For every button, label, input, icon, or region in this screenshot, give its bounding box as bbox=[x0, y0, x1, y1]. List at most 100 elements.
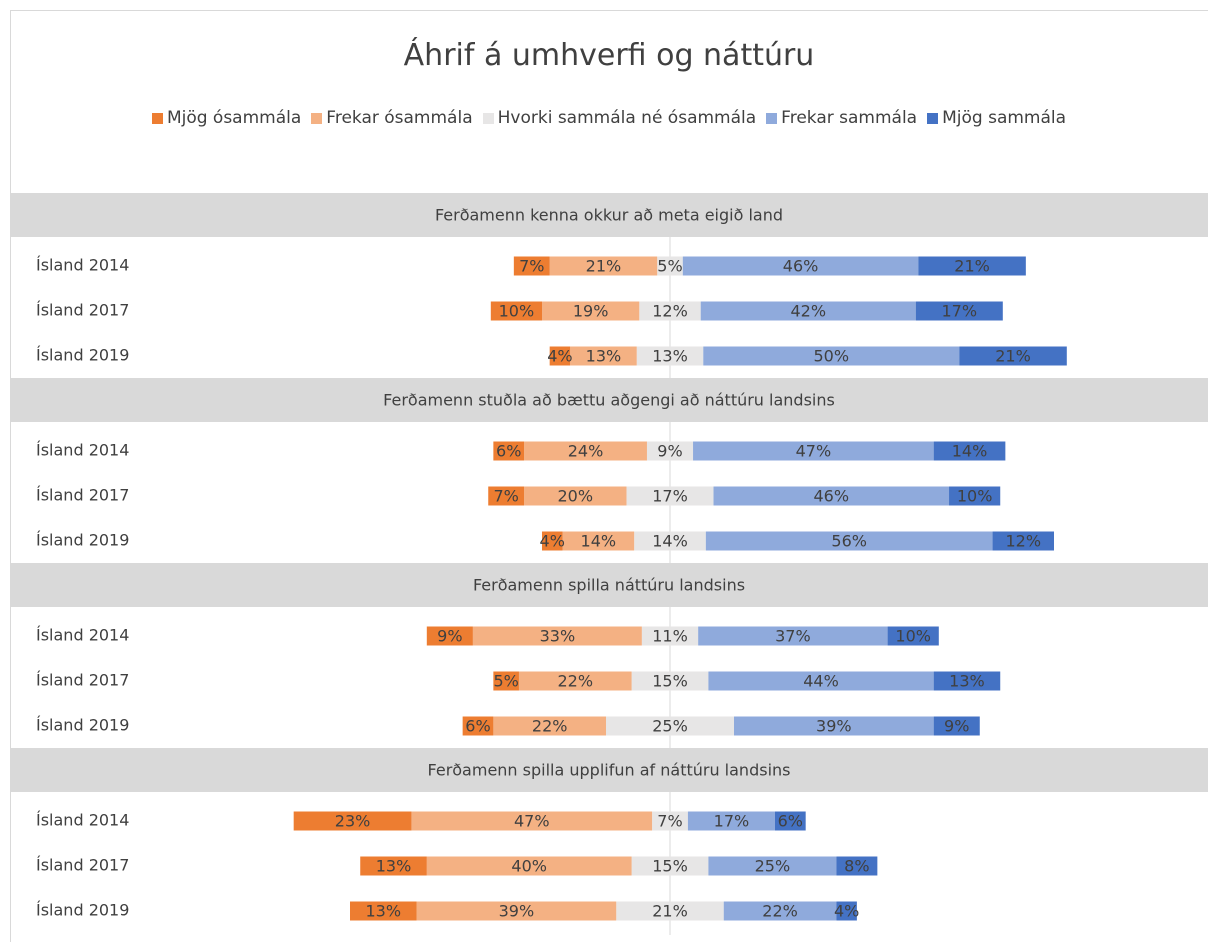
legend-swatch bbox=[482, 112, 494, 124]
bar-segment bbox=[490, 301, 542, 321]
bar-segment bbox=[887, 626, 939, 646]
data-label: 21% bbox=[995, 347, 1031, 366]
data-label: 7% bbox=[657, 812, 682, 831]
row-label: Ísland 2017 bbox=[36, 301, 129, 320]
bar-segment bbox=[933, 441, 1006, 461]
row-label: Ísland 2019 bbox=[36, 716, 129, 735]
bar-segment bbox=[682, 256, 919, 276]
panel-header bbox=[11, 378, 1208, 422]
bar-segment bbox=[493, 441, 525, 461]
panel-title: Ferðamenn kenna okkur að meta eigið land bbox=[435, 206, 783, 225]
bar-segment bbox=[992, 531, 1054, 551]
chart-title: Áhrif á umhverfi og náttúru bbox=[403, 38, 815, 73]
data-label: 9% bbox=[944, 717, 969, 736]
data-label: 9% bbox=[657, 442, 682, 461]
legend-label: Frekar ósammála bbox=[326, 108, 473, 128]
data-label: 4% bbox=[547, 347, 572, 366]
data-label: 11% bbox=[652, 627, 688, 646]
row-label: Ísland 2019 bbox=[36, 531, 129, 550]
row-label: Ísland 2017 bbox=[36, 486, 129, 505]
bar-segment bbox=[488, 486, 525, 506]
legend-item: Frekar ósammála bbox=[311, 108, 473, 128]
bar-segment bbox=[524, 486, 627, 506]
data-label: 17% bbox=[941, 302, 977, 321]
data-label: 25% bbox=[652, 717, 688, 736]
data-label: 44% bbox=[803, 672, 839, 691]
panel-header bbox=[11, 193, 1208, 237]
data-label: 12% bbox=[1005, 532, 1041, 551]
data-label: 21% bbox=[652, 902, 688, 921]
bar-segment bbox=[524, 441, 647, 461]
data-label: 24% bbox=[568, 442, 604, 461]
data-label: 6% bbox=[465, 717, 490, 736]
data-label: 17% bbox=[714, 812, 750, 831]
data-label: 17% bbox=[652, 487, 688, 506]
bar-segment bbox=[652, 811, 688, 831]
bar-segment bbox=[606, 716, 734, 736]
data-label: 12% bbox=[652, 302, 688, 321]
bar-segment bbox=[472, 626, 642, 646]
data-label: 10% bbox=[957, 487, 993, 506]
bar-segment bbox=[705, 531, 993, 551]
bar-segment bbox=[949, 486, 1001, 506]
row-label: Ísland 2014 bbox=[36, 256, 129, 275]
legend-swatch bbox=[151, 112, 163, 124]
data-label: 5% bbox=[493, 672, 518, 691]
data-label: 22% bbox=[762, 902, 798, 921]
bar-segment bbox=[426, 856, 632, 876]
legend-item: Frekar sammála bbox=[766, 108, 917, 128]
data-label: 6% bbox=[778, 812, 803, 831]
data-label: 14% bbox=[652, 532, 688, 551]
row-label: Ísland 2019 bbox=[36, 901, 129, 920]
data-label: 37% bbox=[775, 627, 811, 646]
bar-segment bbox=[542, 531, 563, 551]
bar-segment bbox=[734, 716, 934, 736]
legend-swatch bbox=[927, 112, 939, 124]
data-label: 8% bbox=[844, 857, 869, 876]
legend: Mjög ósammála Frekar ósammála Hvorki sammá… bbox=[10, 108, 1208, 128]
bar-segment bbox=[493, 716, 606, 736]
bar-segment bbox=[915, 301, 1003, 321]
bar-segment bbox=[411, 811, 653, 831]
bar-segment bbox=[426, 626, 473, 646]
data-label: 46% bbox=[813, 487, 849, 506]
legend-label: Mjög ósammála bbox=[166, 108, 302, 128]
bar-segment bbox=[646, 441, 694, 461]
panel-title: Ferðamenn spilla náttúru landsins bbox=[473, 576, 745, 595]
data-label: 10% bbox=[499, 302, 535, 321]
data-label: 47% bbox=[514, 812, 550, 831]
panel-title: Ferðamenn spilla upplifun af náttúru lan… bbox=[428, 761, 791, 780]
data-label: 4% bbox=[834, 902, 859, 921]
data-label: 42% bbox=[790, 302, 826, 321]
bar-segment bbox=[462, 716, 494, 736]
frame bbox=[10, 10, 1208, 942]
data-label: 22% bbox=[532, 717, 568, 736]
bar-segment bbox=[708, 856, 837, 876]
bar-segment bbox=[626, 486, 714, 506]
bar-segment bbox=[493, 671, 519, 691]
bar-segment bbox=[687, 811, 775, 831]
row-label: Ísland 2019 bbox=[36, 346, 129, 365]
data-label: 13% bbox=[652, 347, 688, 366]
legend-label: Frekar sammála bbox=[781, 108, 918, 128]
bar-segment bbox=[631, 856, 709, 876]
data-label: 23% bbox=[335, 812, 371, 831]
data-label: 50% bbox=[813, 347, 849, 366]
data-label: 5% bbox=[657, 257, 682, 276]
bar-segment bbox=[641, 626, 699, 646]
data-label: 40% bbox=[511, 857, 547, 876]
bar-segment bbox=[657, 256, 683, 276]
bar-segment bbox=[774, 811, 806, 831]
bar-segment bbox=[698, 626, 888, 646]
bar-segment bbox=[836, 856, 878, 876]
data-label: 14% bbox=[581, 532, 617, 551]
bar-segment bbox=[713, 486, 950, 506]
panel-header bbox=[11, 563, 1208, 607]
data-label: 46% bbox=[783, 257, 819, 276]
data-label: 21% bbox=[586, 257, 622, 276]
panel-header bbox=[11, 748, 1208, 792]
bar-segment bbox=[636, 346, 704, 366]
legend-label: Mjög sammála bbox=[942, 108, 1067, 128]
bar-segment bbox=[700, 301, 916, 321]
